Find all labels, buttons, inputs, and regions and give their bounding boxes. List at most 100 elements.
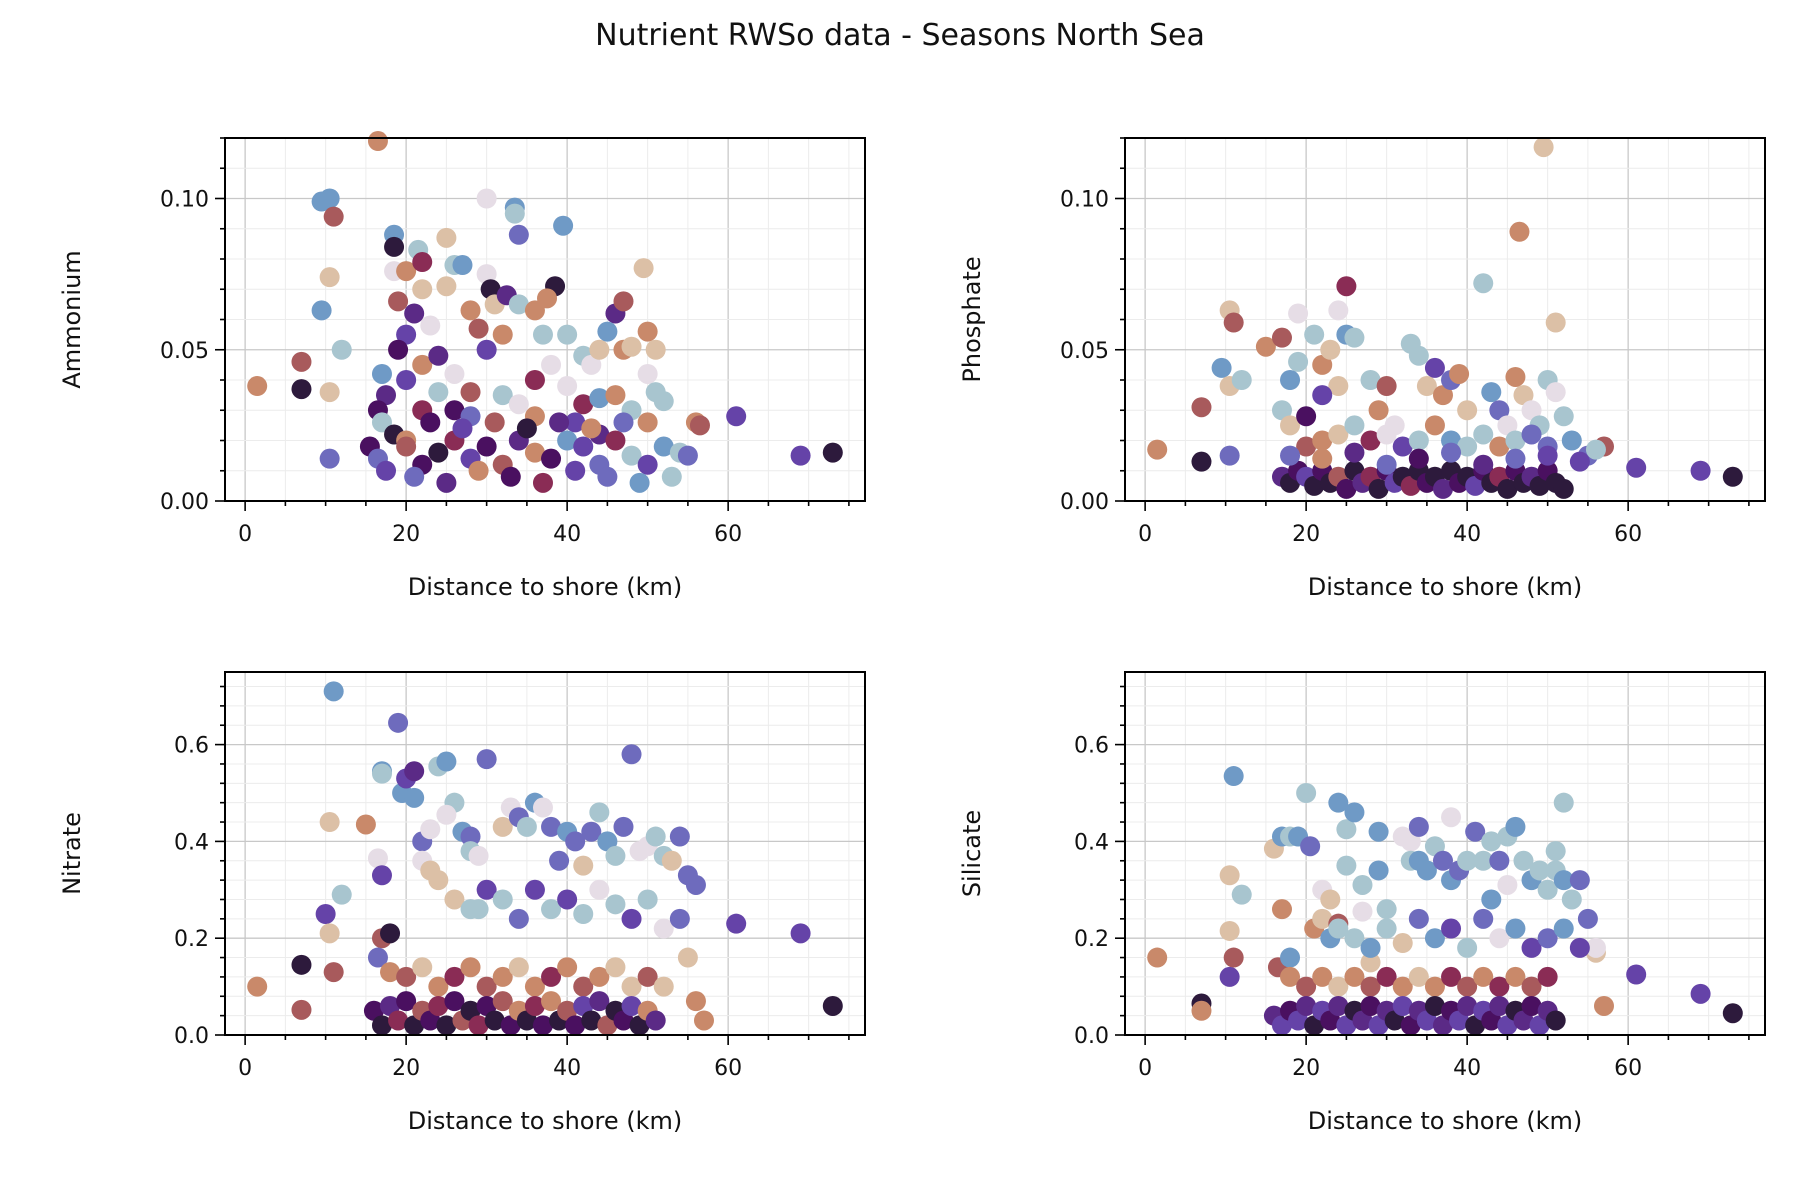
data-point bbox=[1360, 995, 1381, 1016]
data-point bbox=[412, 279, 433, 300]
data-point bbox=[1191, 451, 1212, 472]
data-point bbox=[524, 879, 545, 900]
data-point bbox=[1328, 976, 1349, 997]
data-point bbox=[1344, 802, 1365, 823]
data-point bbox=[541, 991, 562, 1012]
data-point bbox=[476, 749, 497, 770]
data-point bbox=[1304, 475, 1325, 496]
data-point bbox=[1352, 874, 1373, 895]
data-point bbox=[621, 976, 642, 997]
data-point bbox=[1255, 336, 1276, 357]
data-point bbox=[557, 376, 578, 397]
data-point bbox=[605, 894, 626, 915]
data-point bbox=[1328, 300, 1349, 321]
data-point bbox=[1368, 860, 1389, 881]
data-point bbox=[524, 300, 545, 321]
data-point bbox=[573, 976, 594, 997]
data-point bbox=[541, 816, 562, 837]
data-point bbox=[633, 258, 654, 279]
data-point bbox=[1376, 454, 1397, 475]
data-point bbox=[1529, 860, 1550, 881]
x-tick-label: 20 bbox=[1292, 1056, 1320, 1081]
data-point bbox=[500, 466, 521, 487]
data-point bbox=[1328, 792, 1349, 813]
data-point bbox=[319, 382, 340, 403]
y-tick-label: 0.2 bbox=[1074, 927, 1109, 952]
data-point bbox=[1533, 137, 1554, 158]
data-point bbox=[1320, 889, 1341, 910]
data-point bbox=[573, 436, 594, 457]
data-point bbox=[492, 966, 513, 987]
y-tick-label: 0.10 bbox=[160, 188, 209, 213]
data-point bbox=[1296, 436, 1317, 457]
data-point bbox=[1360, 952, 1381, 973]
data-point bbox=[532, 324, 553, 345]
data-point bbox=[331, 339, 352, 360]
data-point bbox=[822, 995, 843, 1016]
data-point bbox=[1147, 439, 1168, 460]
data-point bbox=[311, 300, 332, 321]
data-point bbox=[371, 363, 392, 384]
data-point bbox=[613, 291, 634, 312]
data-point bbox=[790, 445, 811, 466]
data-point bbox=[1473, 966, 1494, 987]
data-point bbox=[1424, 995, 1445, 1016]
data-point bbox=[1505, 448, 1526, 469]
data-point bbox=[247, 376, 268, 397]
data-point bbox=[1465, 821, 1486, 842]
data-point bbox=[1545, 312, 1566, 333]
data-point bbox=[1497, 415, 1518, 436]
data-point bbox=[1545, 382, 1566, 403]
data-point bbox=[508, 294, 529, 315]
data-point bbox=[1489, 850, 1510, 871]
data-point bbox=[247, 976, 268, 997]
data-point bbox=[384, 236, 405, 257]
data-point bbox=[396, 370, 417, 390]
x-tick-label: 40 bbox=[1453, 522, 1481, 547]
data-point bbox=[621, 445, 642, 466]
data-point bbox=[291, 379, 312, 400]
data-point bbox=[508, 908, 529, 929]
data-point bbox=[1626, 457, 1647, 478]
data-point bbox=[468, 460, 489, 481]
data-point bbox=[1336, 276, 1357, 297]
data-point bbox=[581, 354, 602, 375]
data-point bbox=[315, 904, 336, 924]
data-point bbox=[452, 255, 473, 276]
data-point bbox=[1473, 273, 1494, 294]
data-point bbox=[605, 430, 626, 451]
data-point bbox=[371, 763, 392, 784]
data-point bbox=[605, 845, 626, 866]
data-point bbox=[460, 826, 481, 847]
x-tick-label: 0 bbox=[1138, 522, 1152, 547]
data-point bbox=[1344, 327, 1365, 348]
data-point bbox=[444, 991, 465, 1012]
data-point bbox=[726, 913, 747, 934]
y-tick-label: 0.2 bbox=[174, 927, 209, 952]
data-point bbox=[693, 1010, 714, 1031]
data-point bbox=[396, 324, 417, 345]
data-point bbox=[492, 324, 513, 345]
data-point bbox=[1497, 478, 1518, 499]
data-point bbox=[1457, 995, 1478, 1016]
data-point bbox=[524, 995, 545, 1016]
data-point bbox=[1505, 816, 1526, 837]
data-point bbox=[689, 415, 710, 436]
data-point bbox=[1312, 448, 1333, 469]
data-point bbox=[367, 848, 388, 869]
data-point bbox=[653, 976, 674, 997]
data-point bbox=[388, 339, 409, 360]
data-point bbox=[412, 354, 433, 375]
data-point bbox=[613, 412, 634, 433]
data-point bbox=[1296, 406, 1317, 427]
data-point bbox=[291, 954, 312, 975]
y-axis-label: Nitrate bbox=[58, 812, 86, 895]
x-tick-label: 60 bbox=[714, 522, 742, 547]
data-point bbox=[428, 345, 449, 366]
data-point bbox=[549, 412, 570, 433]
data-point bbox=[1569, 937, 1590, 958]
data-point bbox=[1360, 430, 1381, 451]
data-point bbox=[1219, 445, 1240, 466]
data-point bbox=[420, 315, 441, 336]
data-point bbox=[549, 850, 570, 871]
